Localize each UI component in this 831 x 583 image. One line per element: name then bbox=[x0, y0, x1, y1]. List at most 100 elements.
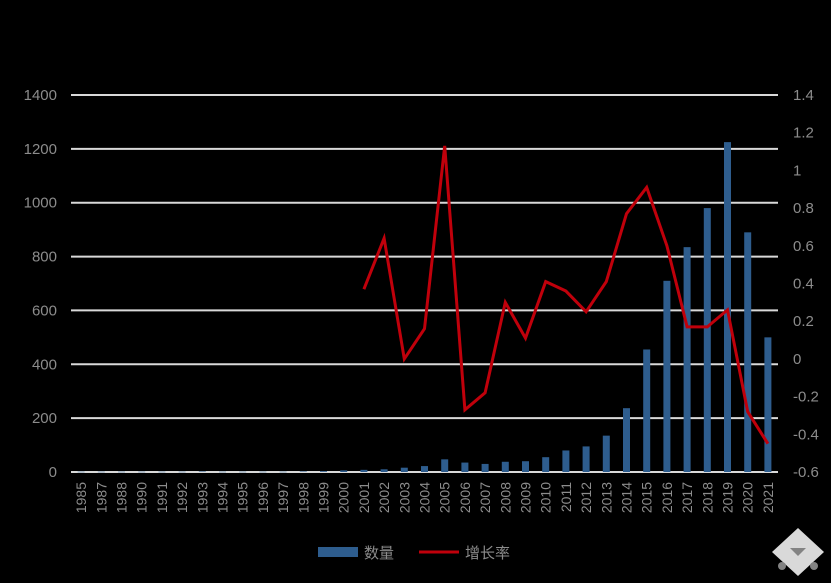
x-axis-tick-label: 2000 bbox=[336, 482, 352, 513]
right-axis-tick-label: 0.2 bbox=[793, 313, 814, 330]
left-axis-tick-label: 0 bbox=[49, 464, 57, 481]
x-axis-tick-label: 1988 bbox=[114, 482, 130, 513]
left-axis-tick-label: 200 bbox=[32, 410, 57, 427]
bar bbox=[239, 471, 247, 473]
right-axis-tick-label: 1.4 bbox=[793, 87, 814, 104]
bar bbox=[380, 469, 388, 472]
x-axis-tick-label: 1994 bbox=[215, 482, 231, 513]
bar bbox=[178, 471, 186, 473]
left-axis-tick-label: 800 bbox=[32, 249, 57, 266]
x-axis-tick-label: 1999 bbox=[316, 482, 332, 513]
x-axis-tick-label: 2010 bbox=[538, 482, 554, 513]
bar bbox=[764, 337, 772, 472]
bar bbox=[744, 232, 752, 472]
grid-lines bbox=[71, 94, 778, 473]
bar bbox=[77, 471, 85, 473]
bar bbox=[481, 463, 489, 472]
watermark-icon bbox=[772, 528, 824, 576]
bar bbox=[138, 471, 146, 473]
bar bbox=[582, 446, 590, 472]
x-axis-tick-label: 2020 bbox=[740, 482, 756, 513]
bar bbox=[158, 471, 166, 473]
x-axis-tick-label: 2017 bbox=[679, 482, 695, 513]
bar bbox=[320, 471, 327, 472]
bar bbox=[400, 467, 408, 472]
legend-label-count: 数量 bbox=[364, 544, 394, 562]
x-axis-tick-label: 1987 bbox=[93, 482, 109, 513]
x-axis-tick-label: 1985 bbox=[73, 482, 89, 513]
x-axis-tick-label: 2004 bbox=[417, 482, 433, 513]
left-axis-tick-label: 1000 bbox=[24, 195, 57, 212]
x-axis-tick-label: 1997 bbox=[275, 482, 291, 513]
bar bbox=[663, 280, 671, 472]
bar bbox=[501, 461, 509, 472]
bar bbox=[522, 461, 529, 472]
left-axis-tick-label: 1200 bbox=[24, 141, 57, 158]
right-axis-tick-label: 0 bbox=[793, 351, 801, 368]
right-axis-tick-label: -0.4 bbox=[793, 426, 819, 443]
right-axis-tick-label: 1 bbox=[793, 162, 801, 179]
bar bbox=[623, 408, 630, 472]
bar bbox=[724, 142, 731, 472]
right-axis-tick-label: 0.6 bbox=[793, 238, 814, 255]
x-axis-tick-label: 1993 bbox=[194, 482, 210, 513]
x-axis-tick-label: 1996 bbox=[255, 482, 271, 513]
bar bbox=[602, 435, 610, 472]
x-axis-tick-label: 1990 bbox=[134, 482, 150, 513]
x-axis-tick-label: 2001 bbox=[356, 482, 372, 513]
bar bbox=[562, 450, 570, 472]
x-axis-tick-label: 2006 bbox=[457, 482, 473, 513]
left-axis-tick-label: 1400 bbox=[24, 87, 57, 104]
x-axis-tick-label: 2007 bbox=[477, 482, 493, 513]
growth-line bbox=[362, 145, 770, 445]
bar bbox=[683, 247, 691, 472]
left-axis-ticks: 0 200 400 600 800 1000 1200 1400 bbox=[24, 87, 57, 481]
bar bbox=[259, 471, 267, 473]
x-axis-ticks: 1985 1987 1988 1990 1991 1992 1993 1994 1995 1996… bbox=[73, 482, 776, 513]
bar bbox=[299, 471, 307, 472]
x-axis-tick-label: 2018 bbox=[699, 482, 715, 513]
x-axis-tick-label: 2003 bbox=[396, 482, 412, 513]
x-axis-tick-label: 2009 bbox=[518, 482, 534, 513]
bar bbox=[340, 470, 348, 472]
right-axis-tick-label: 0.8 bbox=[793, 200, 814, 217]
x-axis-tick-label: 2012 bbox=[578, 482, 594, 513]
x-axis-tick-label: 1998 bbox=[295, 482, 311, 513]
left-axis-tick-label: 600 bbox=[32, 302, 57, 319]
bar bbox=[703, 208, 711, 472]
x-axis-tick-label: 1995 bbox=[235, 482, 251, 513]
right-axis-tick-label: -0.6 bbox=[793, 464, 819, 481]
right-axis-tick-label: 1.2 bbox=[793, 125, 814, 142]
bars-series bbox=[77, 142, 772, 473]
x-axis-tick-label: 2011 bbox=[558, 482, 574, 512]
bar bbox=[219, 471, 226, 473]
x-axis-tick-label: 2019 bbox=[720, 482, 736, 513]
bar bbox=[360, 469, 368, 472]
right-axis-ticks: -0.6 -0.4 -0.2 0 0.2 0.4 0.6 0.8 1 1.2 1.4 bbox=[793, 87, 819, 481]
legend-swatch-count bbox=[318, 547, 358, 557]
bar bbox=[542, 457, 550, 472]
bar bbox=[97, 471, 105, 473]
growth-line-series bbox=[362, 145, 770, 445]
bar bbox=[279, 471, 287, 473]
x-axis-tick-label: 2002 bbox=[376, 482, 392, 513]
x-axis-tick-label: 2016 bbox=[659, 482, 675, 513]
x-axis-tick-label: 2005 bbox=[437, 482, 453, 513]
bar bbox=[643, 349, 651, 472]
bar bbox=[441, 459, 449, 472]
x-axis-tick-label: 1992 bbox=[174, 482, 190, 513]
x-axis-tick-label: 2021 bbox=[760, 482, 776, 513]
bar bbox=[198, 471, 206, 472]
x-axis-tick-label: 1991 bbox=[154, 482, 170, 513]
right-axis-tick-label: -0.2 bbox=[793, 389, 819, 406]
x-axis-tick-label: 2013 bbox=[598, 482, 614, 513]
left-axis-tick-label: 400 bbox=[32, 356, 57, 373]
right-axis-tick-label: 0.4 bbox=[793, 276, 814, 293]
x-axis-tick-label: 2014 bbox=[619, 482, 635, 513]
bar bbox=[118, 471, 125, 473]
x-axis-tick-label: 2015 bbox=[639, 482, 655, 513]
bar bbox=[421, 466, 428, 472]
legend-label-growth: 增长率 bbox=[465, 544, 510, 562]
bar bbox=[461, 462, 469, 472]
